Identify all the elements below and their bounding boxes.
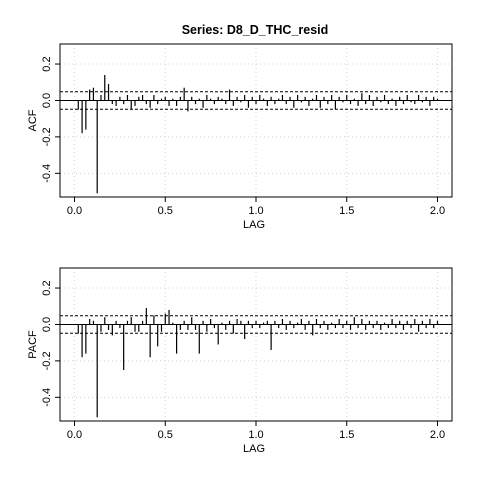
acf-x-tick-label-3: 1.5 [339,205,354,217]
pacf-x-tick-label-4: 2.0 [430,429,445,441]
pacf-x-axis-title: LAG [243,443,265,455]
acf-x-tick-label-2: 1.0 [248,205,263,217]
pacf-y-tick-label-1: -0.2 [41,351,53,370]
pacf-y-axis-title: PACF [27,330,39,359]
acf-x-axis-title: LAG [243,219,265,231]
acf-y-tick-label-2: 0.0 [41,93,53,108]
pacf-x-tick-label-1: 0.5 [158,429,173,441]
pacf-y-tick-label-2: 0.0 [41,317,53,332]
chart-title: Series: D8_D_THC_resid [182,23,329,37]
acf-y-tick-label-0: -0.4 [41,164,53,183]
acf-x-tick-label-4: 2.0 [430,205,445,217]
pacf-x-tick-label-2: 1.0 [248,429,263,441]
pacf-x-tick-label-0: 0.0 [67,429,82,441]
acf-x-tick-label-0: 0.0 [67,205,82,217]
pacf-x-tick-label-3: 1.5 [339,429,354,441]
acf-y-tick-label-1: -0.2 [41,127,53,146]
pacf-y-tick-label-3: 0.2 [41,280,53,295]
acf-x-tick-label-1: 0.5 [158,205,173,217]
pacf-y-tick-label-0: -0.4 [41,388,53,407]
acf-y-axis-title: ACF [27,109,39,131]
acf-y-tick-label-3: 0.2 [41,56,53,71]
